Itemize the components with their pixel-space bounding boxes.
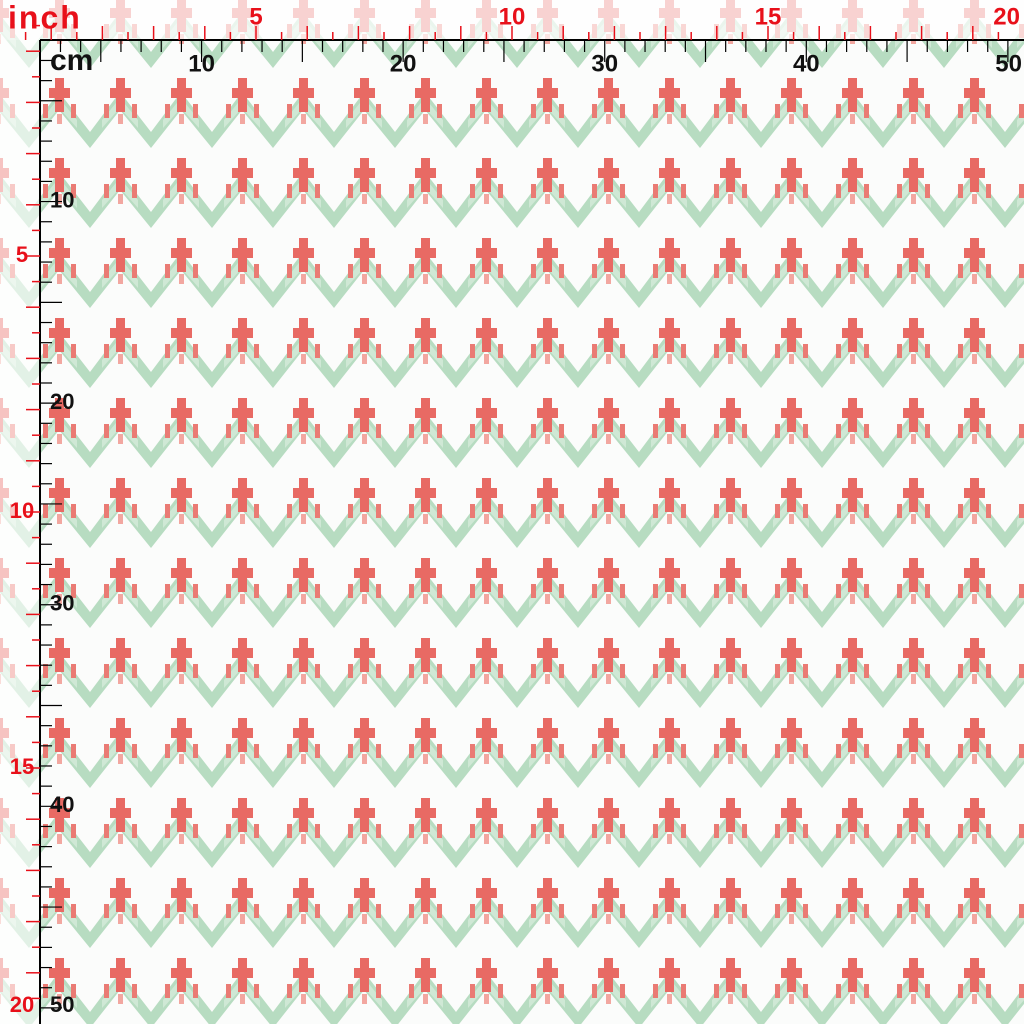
inch-label: 15 bbox=[755, 3, 782, 30]
inch-label: 10 bbox=[10, 498, 34, 523]
cm-label: 40 bbox=[793, 50, 820, 77]
cm-label: 50 bbox=[995, 50, 1022, 77]
cm-unit: cm bbox=[50, 44, 93, 77]
inch-unit: inch bbox=[8, 0, 82, 35]
cm-label: 10 bbox=[50, 187, 74, 212]
inch-label: 20 bbox=[993, 3, 1020, 30]
inch-label: 10 bbox=[499, 3, 526, 30]
cm-label: 10 bbox=[188, 50, 215, 77]
inch-label: 5 bbox=[16, 242, 28, 267]
cm-label: 20 bbox=[390, 50, 417, 77]
cm-label: 40 bbox=[50, 792, 74, 817]
cm-label: 20 bbox=[50, 389, 74, 414]
inch-label: 20 bbox=[10, 992, 34, 1017]
cm-label: 50 bbox=[50, 992, 74, 1017]
cm-label: 30 bbox=[50, 591, 74, 616]
cm-label: 30 bbox=[591, 50, 618, 77]
inch-label: 5 bbox=[249, 3, 262, 30]
left-ruler-band bbox=[0, 40, 40, 1024]
inch-label: 15 bbox=[10, 754, 34, 779]
